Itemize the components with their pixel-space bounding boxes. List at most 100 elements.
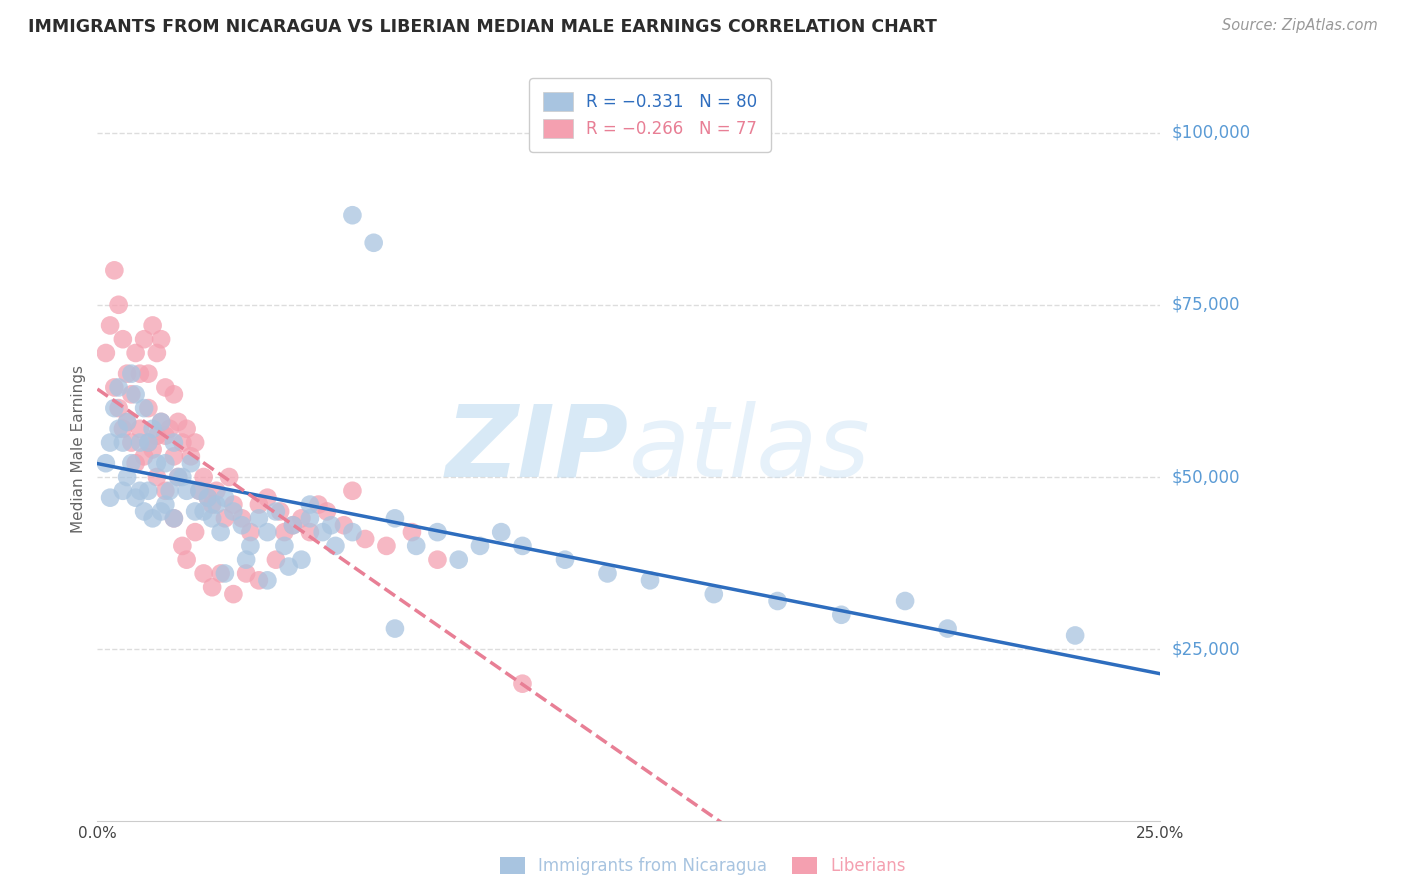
Point <box>281 518 304 533</box>
Point <box>239 539 262 553</box>
Point <box>128 435 150 450</box>
Point <box>124 387 146 401</box>
Point <box>1064 628 1087 642</box>
Point <box>120 435 142 450</box>
Point <box>201 580 224 594</box>
Point <box>247 511 270 525</box>
Legend: Immigrants from Nicaragua, Liberians: Immigrants from Nicaragua, Liberians <box>492 849 914 884</box>
Text: $25,000: $25,000 <box>1171 640 1240 658</box>
Point <box>316 504 339 518</box>
Point <box>188 483 211 498</box>
Point <box>384 511 406 525</box>
Point <box>142 442 165 457</box>
Point <box>363 235 385 250</box>
Point <box>554 552 576 566</box>
Point <box>188 483 211 498</box>
Point <box>247 574 270 588</box>
Point <box>159 483 181 498</box>
Point <box>193 470 215 484</box>
Point <box>894 594 917 608</box>
Point <box>256 574 278 588</box>
Point <box>115 367 138 381</box>
Point <box>214 491 236 505</box>
Point <box>298 525 321 540</box>
Point <box>107 380 129 394</box>
Point <box>128 483 150 498</box>
Point <box>703 587 725 601</box>
Point <box>155 380 177 394</box>
Point <box>124 491 146 505</box>
Point <box>107 401 129 416</box>
Point <box>184 435 207 450</box>
Point <box>201 498 224 512</box>
Point <box>167 415 190 429</box>
Point <box>342 483 364 498</box>
Point <box>290 511 312 525</box>
Point <box>384 622 406 636</box>
Point <box>830 607 852 622</box>
Point <box>146 346 169 360</box>
Point <box>163 435 186 450</box>
Point <box>311 525 333 540</box>
Point <box>159 422 181 436</box>
Point <box>426 525 449 540</box>
Point <box>375 539 398 553</box>
Point <box>205 498 228 512</box>
Point <box>277 559 299 574</box>
Point <box>256 525 278 540</box>
Point <box>512 539 534 553</box>
Point <box>124 456 146 470</box>
Point <box>150 415 173 429</box>
Point <box>193 566 215 581</box>
Point <box>172 470 194 484</box>
Point <box>197 491 219 505</box>
Point <box>342 525 364 540</box>
Point <box>155 498 177 512</box>
Point <box>103 401 125 416</box>
Point <box>247 498 270 512</box>
Point <box>111 483 134 498</box>
Point <box>205 483 228 498</box>
Point <box>132 332 155 346</box>
Point <box>638 574 661 588</box>
Point <box>150 332 173 346</box>
Point <box>142 422 165 436</box>
Point <box>107 298 129 312</box>
Point <box>120 456 142 470</box>
Text: $75,000: $75,000 <box>1171 296 1240 314</box>
Point <box>766 594 789 608</box>
Point <box>94 456 117 470</box>
Point <box>167 470 190 484</box>
Point <box>124 346 146 360</box>
Point <box>128 367 150 381</box>
Point <box>264 504 287 518</box>
Point <box>269 504 291 518</box>
Point <box>426 552 449 566</box>
Point <box>321 518 343 533</box>
Point <box>98 491 121 505</box>
Point <box>209 525 232 540</box>
Point <box>193 504 215 518</box>
Point <box>138 401 160 416</box>
Point <box>180 456 202 470</box>
Point <box>201 511 224 525</box>
Point <box>146 428 169 442</box>
Point <box>167 470 190 484</box>
Point <box>218 470 240 484</box>
Point <box>307 498 329 512</box>
Point <box>128 422 150 436</box>
Point <box>111 422 134 436</box>
Text: IMMIGRANTS FROM NICARAGUA VS LIBERIAN MEDIAN MALE EARNINGS CORRELATION CHART: IMMIGRANTS FROM NICARAGUA VS LIBERIAN ME… <box>28 18 936 36</box>
Point <box>231 511 253 525</box>
Point <box>176 422 198 436</box>
Point <box>103 263 125 277</box>
Point <box>197 491 219 505</box>
Point <box>155 483 177 498</box>
Point <box>325 539 347 553</box>
Point <box>107 422 129 436</box>
Point <box>138 367 160 381</box>
Point <box>115 415 138 429</box>
Point <box>209 566 232 581</box>
Point <box>132 401 155 416</box>
Point <box>115 470 138 484</box>
